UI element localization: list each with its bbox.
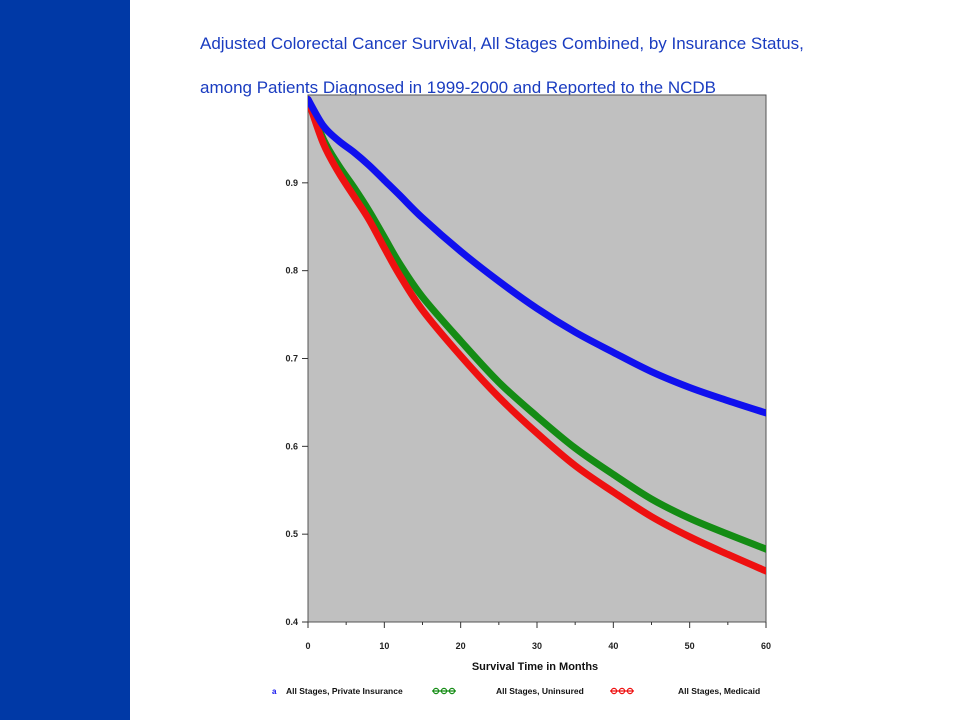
series-line-3 xyxy=(308,95,766,575)
legend-marker: a xyxy=(272,687,277,696)
legend-circle xyxy=(618,687,626,695)
legend-circle xyxy=(626,687,634,695)
y-tick-label: 0.8 xyxy=(285,266,298,276)
legend-circle xyxy=(432,687,440,695)
chart-title-line-1: Adjusted Colorectal Cancer Survival, All… xyxy=(200,34,804,53)
x-tick-label: 50 xyxy=(685,641,695,651)
x-axis-label: Survival Time in Months xyxy=(472,661,598,673)
y-tick-label: 0.7 xyxy=(285,354,298,364)
y-tick-label: 0.5 xyxy=(285,529,298,539)
legend-circle xyxy=(448,687,456,695)
y-tick-label: 0.4 xyxy=(285,617,298,627)
x-tick-label: 10 xyxy=(379,641,389,651)
y-tick-label: 0.6 xyxy=(285,441,298,451)
side-band xyxy=(0,0,130,720)
y-tick-label: 0.9 xyxy=(285,178,298,188)
series-line-1 xyxy=(308,95,766,417)
chart-title: Adjusted Colorectal Cancer Survival, All… xyxy=(200,22,940,110)
x-tick-label: 0 xyxy=(305,641,310,651)
series-line-2 xyxy=(308,95,766,553)
x-tick-label: 30 xyxy=(532,641,542,651)
legend-circle xyxy=(610,687,618,695)
x-tick-label: 60 xyxy=(761,641,771,651)
legend-label: All Stages, Private Insurance xyxy=(286,686,403,696)
chart-title-line-2: among Patients Diagnosed in 1999-2000 an… xyxy=(200,78,717,97)
legend-label: All Stages, Uninsured xyxy=(496,686,584,696)
x-tick-label: 20 xyxy=(456,641,466,651)
x-tick-label: 40 xyxy=(608,641,618,651)
legend-circle xyxy=(440,687,448,695)
legend-label: All Stages, Medicaid xyxy=(678,686,760,696)
